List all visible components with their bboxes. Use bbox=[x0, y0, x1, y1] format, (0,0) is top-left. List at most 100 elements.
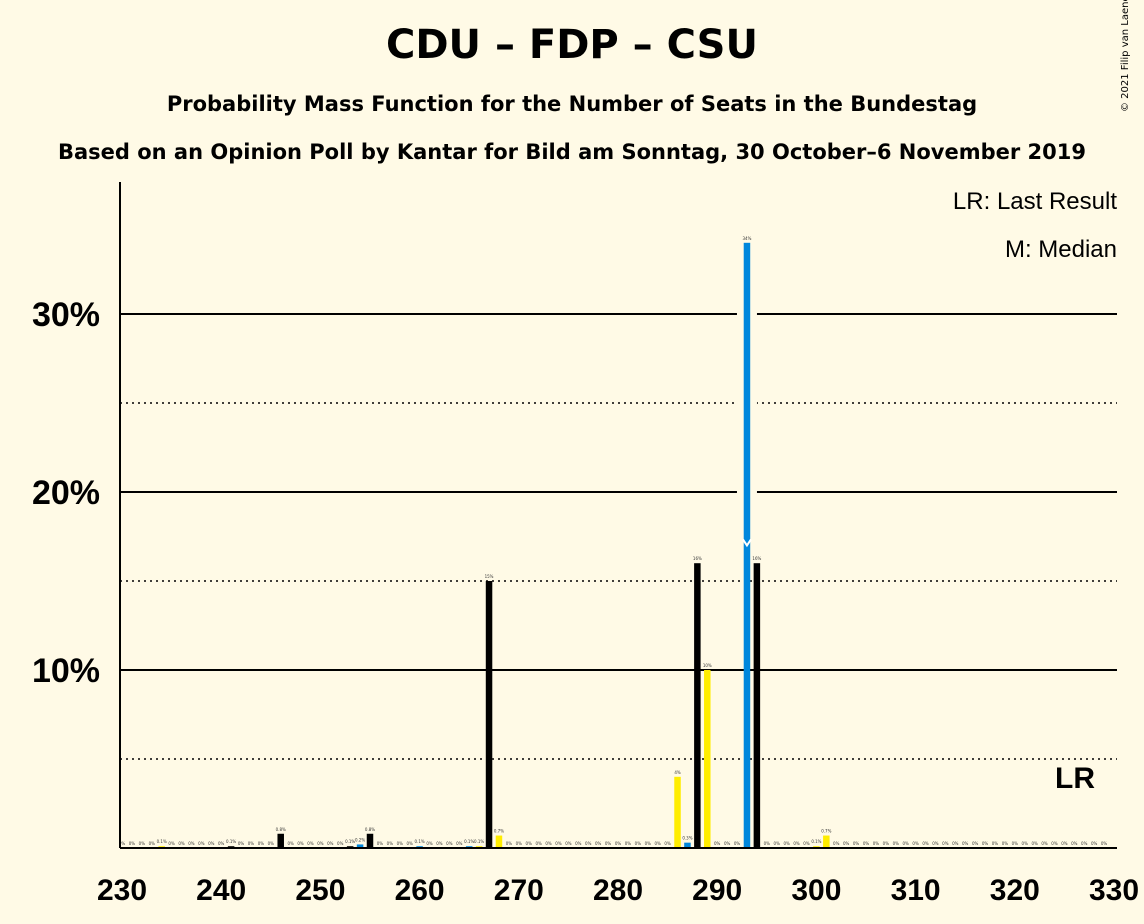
bar-value-label: 0% bbox=[883, 841, 890, 846]
bar-value-label: 0% bbox=[764, 841, 771, 846]
bar-value-label: 0% bbox=[287, 841, 294, 846]
bar-value-label: 0% bbox=[526, 841, 533, 846]
bar-value-label: 0% bbox=[1101, 841, 1108, 846]
bar-value-label: 0% bbox=[387, 841, 394, 846]
bar-value-label: 0% bbox=[962, 841, 969, 846]
bar-value-label: 0% bbox=[188, 841, 195, 846]
bar-value-label: 0% bbox=[585, 841, 592, 846]
bar-value-label: 16% bbox=[752, 556, 761, 561]
median-marker bbox=[742, 538, 752, 548]
bar-value-label: 0% bbox=[912, 841, 919, 846]
bar bbox=[753, 563, 761, 848]
bar-value-label: 0% bbox=[982, 841, 989, 846]
bar-value-label: 0.7% bbox=[821, 829, 831, 834]
bar-value-label: 0% bbox=[268, 841, 275, 846]
bar-value-label: 0% bbox=[873, 841, 880, 846]
x-tick-label: 270 bbox=[494, 874, 544, 907]
bar-value-label: 0% bbox=[149, 841, 156, 846]
bar-value-label: 0% bbox=[863, 841, 870, 846]
bar-value-label: 0% bbox=[1031, 841, 1038, 846]
axes: 10% 20% 30% 230 240 250 260 270 280 290 300 310 320 3… bbox=[32, 182, 1139, 907]
x-tick-label: 260 bbox=[395, 874, 445, 907]
bar-value-label: 0% bbox=[853, 841, 860, 846]
bar-value-label: 0% bbox=[337, 841, 344, 846]
y-tick-label: 10% bbox=[32, 652, 100, 690]
bar-value-label: 0% bbox=[655, 841, 662, 846]
chart-title: CDU – FDP – CSU bbox=[386, 22, 758, 68]
bar-value-label: 0% bbox=[803, 841, 810, 846]
chart-source-line: Based on an Opinion Poll by Kantar for B… bbox=[57, 140, 1086, 164]
bar-value-label: 0% bbox=[1091, 841, 1098, 846]
bar-value-label: 0% bbox=[635, 841, 642, 846]
bar-value-label: 0% bbox=[1081, 841, 1088, 846]
x-tick-label: 230 bbox=[97, 874, 147, 907]
bar-value-label: 0% bbox=[397, 841, 404, 846]
bar-value-label: 10% bbox=[703, 663, 712, 668]
bar-value-label: 0% bbox=[297, 841, 304, 846]
bar-value-label: 0% bbox=[139, 841, 146, 846]
gridlines bbox=[120, 242, 1117, 760]
bar-value-label: 0% bbox=[793, 841, 800, 846]
bar-value-label: 15% bbox=[485, 574, 494, 579]
y-tick-label: 20% bbox=[32, 474, 100, 512]
bar bbox=[694, 563, 701, 848]
bar-value-label: 0% bbox=[407, 841, 414, 846]
bar-value-label: 0% bbox=[456, 841, 463, 846]
bar bbox=[684, 842, 691, 848]
bar-value-label: 0.8% bbox=[365, 827, 375, 832]
bar-value-label: 0% bbox=[972, 841, 979, 846]
bar-value-label: 4% bbox=[674, 770, 681, 775]
bar-value-label: 0% bbox=[843, 841, 850, 846]
bar-value-label: 0.1% bbox=[345, 839, 355, 844]
bar-value-label: 0% bbox=[903, 841, 910, 846]
bar-value-label: 0% bbox=[714, 841, 721, 846]
bar-value-labels: 0% 0% 0% 0% 0.1% 0% 0% 0% 0% 0% 0% 0.1% 0% 0% 0% 0%0.8%… bbox=[119, 236, 1108, 846]
bar-value-label: 0% bbox=[258, 841, 265, 846]
bar-value-label: 0% bbox=[932, 841, 939, 846]
bar-value-label: 0% bbox=[1061, 841, 1068, 846]
bar bbox=[823, 835, 830, 848]
bar-value-label: 0.7% bbox=[494, 829, 504, 834]
bar-value-label: 0% bbox=[1051, 841, 1058, 846]
bar-value-label: 0% bbox=[1002, 841, 1009, 846]
bar-value-label: 0.2% bbox=[355, 837, 365, 842]
bar-value-label: 0% bbox=[952, 841, 959, 846]
chart-subtitle: Probability Mass Function for the Number… bbox=[166, 92, 978, 116]
bar-value-label: 0% bbox=[605, 841, 612, 846]
bar bbox=[356, 844, 364, 848]
bar-value-label: 0% bbox=[922, 841, 929, 846]
bar-value-label: 0% bbox=[377, 841, 384, 846]
x-tick-label: 280 bbox=[593, 874, 643, 907]
bar-value-label: 0% bbox=[178, 841, 185, 846]
bar-value-label: 0% bbox=[545, 841, 552, 846]
x-tick-label: 240 bbox=[196, 874, 246, 907]
bar-value-label: 0% bbox=[218, 841, 225, 846]
bar-value-label: 0% bbox=[555, 841, 562, 846]
bar-value-label: 0% bbox=[129, 841, 136, 846]
bar-value-label: 0% bbox=[426, 841, 433, 846]
last-result-marker: LR bbox=[1055, 762, 1095, 795]
x-tick-label: 310 bbox=[891, 874, 941, 907]
y-tick-label: 30% bbox=[32, 296, 100, 334]
bar-value-label: 0% bbox=[119, 841, 126, 846]
bar bbox=[704, 670, 711, 848]
bar-value-label: 0% bbox=[664, 841, 671, 846]
bar bbox=[485, 581, 493, 848]
bar-value-label: 0% bbox=[595, 841, 602, 846]
bar-value-label: 0% bbox=[992, 841, 999, 846]
x-tick-label: 300 bbox=[791, 874, 841, 907]
bar-value-label: 0.1% bbox=[415, 839, 425, 844]
bars bbox=[158, 242, 830, 849]
bar-value-label: 0% bbox=[645, 841, 652, 846]
bar-value-label: 0% bbox=[327, 841, 334, 846]
bar-value-label: 0% bbox=[248, 841, 255, 846]
bar-value-label: 0% bbox=[774, 841, 781, 846]
bar-value-label: 0% bbox=[1071, 841, 1078, 846]
bar-value-label: 0.1% bbox=[226, 839, 236, 844]
bar-value-label: 0% bbox=[625, 841, 632, 846]
bar-value-label: 0% bbox=[446, 841, 453, 846]
bar-value-label: 0% bbox=[942, 841, 949, 846]
bar-value-label: 0% bbox=[317, 841, 324, 846]
x-tick-label: 320 bbox=[990, 874, 1040, 907]
